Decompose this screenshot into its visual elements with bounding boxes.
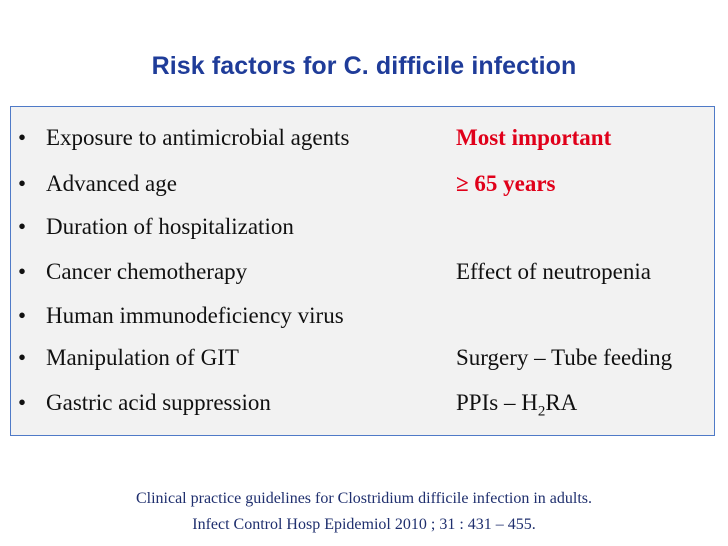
risk-factor-row: • Cancer chemotherapy Effect of neutrope… (11, 259, 714, 299)
bullet-icon: • (18, 171, 27, 196)
bullet-icon: • (18, 125, 27, 150)
note-suffix: RA (545, 390, 578, 415)
risk-factor-row: • Advanced age ≥ 65 years (11, 171, 714, 211)
citation-line-1: Clinical practice guidelines for Clostri… (135, 490, 593, 507)
note-prefix: PPIs – H (456, 390, 538, 415)
risk-factor-row: • Gastric acid suppression PPIs – H2RA (11, 390, 714, 430)
risk-factor-label: Gastric acid suppression (46, 390, 271, 415)
slide-title: Risk factors for C. difficile infection (151, 52, 577, 80)
bullet-icon: • (18, 345, 27, 370)
risk-factor-label: Duration of hospitalization (46, 214, 294, 239)
risk-factor-label: Advanced age (46, 171, 177, 196)
risk-factor-note: ≥ 65 years (456, 171, 556, 196)
citation-line-2: Infect Control Hosp Epidemiol 2010 ; 31 … (192, 516, 536, 533)
risk-factor-note: Most important (456, 125, 612, 150)
risk-factor-label: Human immunodeficiency virus (46, 303, 344, 328)
risk-factor-panel: • Exposure to antimicrobial agents Most … (10, 106, 715, 436)
bullet-icon: • (18, 303, 27, 328)
risk-factor-row: • Manipulation of GIT Surgery – Tube fee… (11, 345, 714, 385)
risk-factor-row: • Human immunodeficiency virus (11, 303, 714, 343)
risk-factor-label: Manipulation of GIT (46, 345, 239, 370)
risk-factor-row: • Exposure to antimicrobial agents Most … (11, 125, 714, 165)
risk-factor-note: PPIs – H2RA (456, 390, 577, 421)
risk-factor-note: Surgery – Tube feeding (456, 345, 673, 370)
risk-factor-label: Cancer chemotherapy (46, 259, 248, 284)
note-subscript: 2 (537, 403, 546, 420)
bullet-icon: • (18, 259, 27, 284)
bullet-icon: • (18, 390, 27, 415)
risk-factor-label: Exposure to antimicrobial agents (46, 125, 350, 150)
risk-factor-note: Effect of neutropenia (456, 259, 651, 284)
bullet-icon: • (18, 214, 27, 239)
risk-factor-row: • Duration of hospitalization (11, 214, 714, 254)
